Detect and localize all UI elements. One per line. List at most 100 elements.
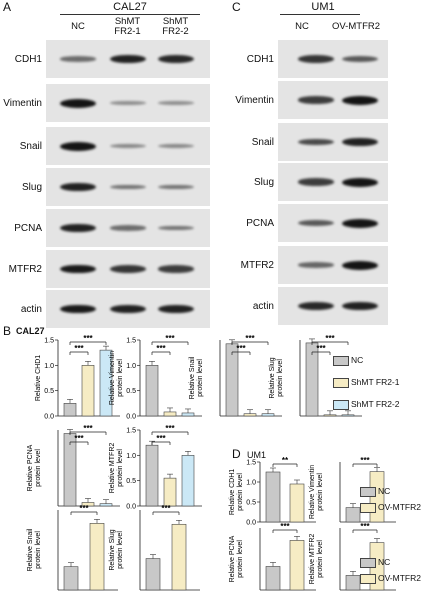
panel-a-band bbox=[110, 304, 146, 314]
chart-y-axis-label: protein level bbox=[277, 359, 284, 397]
chart-y-tick-label: 0.5 bbox=[126, 388, 136, 395]
panel-a-blot-strip bbox=[46, 250, 210, 288]
chart-y-axis-label: Relative Slug bbox=[109, 529, 116, 570]
panel-a-cell-line: CAL27 bbox=[113, 1, 147, 13]
chart-sig-label: ** bbox=[282, 456, 289, 465]
panel-a-row-label: MTFR2 bbox=[8, 264, 42, 275]
chart-y-axis-label: Relative MTFR2 bbox=[109, 443, 116, 494]
panel-a-blot-strip bbox=[46, 290, 210, 328]
panel-a-col-sh2: ShMT FR2-2 bbox=[162, 16, 189, 37]
chart-y-tick-label: 1.0 bbox=[246, 480, 256, 487]
chart-y-axis-label: Relative Snail bbox=[189, 356, 196, 399]
chart-y-axis-label: protein level bbox=[117, 449, 124, 487]
panel-a-band bbox=[60, 304, 96, 314]
chart-y-tick-label: 1.5 bbox=[246, 460, 256, 467]
panel-c-title-rule bbox=[280, 14, 360, 15]
panel-c-band bbox=[342, 56, 378, 62]
panel-c-band bbox=[298, 178, 334, 186]
panel-letter-d: D bbox=[232, 447, 241, 461]
panel-c-row-label: CDH1 bbox=[246, 54, 274, 65]
panel-c-row-label: Vimentin bbox=[235, 95, 274, 106]
legend-label: ShMT FR2-1 bbox=[351, 377, 400, 387]
panel-c-band bbox=[342, 137, 378, 147]
panel-a-band bbox=[60, 141, 96, 151]
legend-swatch bbox=[360, 558, 376, 568]
chart-y-tick-label: 1.5 bbox=[44, 338, 54, 345]
chart-y-axis-label: Relative CHD1 bbox=[35, 355, 42, 401]
panel-a-row-label: Vimentin bbox=[3, 98, 42, 109]
panel-c-band bbox=[342, 177, 378, 187]
panel-c-band bbox=[298, 301, 334, 311]
chart-y-tick-label: 0.0 bbox=[246, 520, 256, 527]
chart-bar bbox=[265, 566, 281, 591]
panel-a-band bbox=[158, 101, 194, 105]
panel-c-blot-strip bbox=[278, 246, 388, 284]
chart-sig-label: *** bbox=[280, 522, 290, 531]
panel-a-band bbox=[60, 182, 96, 192]
chart-bar bbox=[181, 455, 195, 507]
chart-y-tick-label: 1.0 bbox=[44, 363, 54, 370]
chart-y-axis-label: protein level bbox=[317, 473, 324, 511]
panel-c-row-label: PCNA bbox=[246, 218, 274, 229]
chart-sig-label: *** bbox=[165, 424, 175, 433]
panel-c-col-nc: NC bbox=[295, 21, 309, 32]
chart-bar bbox=[63, 566, 79, 591]
panel-letter-c: C bbox=[232, 0, 241, 14]
chart-bar bbox=[163, 477, 177, 507]
chart-bar bbox=[145, 365, 159, 417]
legend-label: ShMT FR2-2 bbox=[351, 399, 400, 409]
chart-y-tick-label: 0.5 bbox=[44, 388, 54, 395]
chart-bar bbox=[289, 483, 305, 523]
panel-a-blot-strip bbox=[46, 168, 210, 206]
legend-label: NC bbox=[378, 486, 391, 496]
chart-bar bbox=[341, 414, 355, 417]
legend-swatch bbox=[333, 400, 349, 410]
panel-a-col-sh1: ShMT FR2-1 bbox=[114, 16, 141, 37]
chart-sig-label: *** bbox=[245, 334, 255, 343]
panel-a-blot-strip bbox=[46, 40, 210, 78]
chart-y-axis-label: protein level bbox=[317, 540, 324, 578]
panel-c-band bbox=[342, 301, 378, 311]
panel-a-row-label: PCNA bbox=[14, 223, 42, 234]
chart-y-tick-label: 0.0 bbox=[44, 414, 54, 421]
chart-sig-label: *** bbox=[316, 344, 326, 353]
chart-bar bbox=[289, 540, 305, 591]
chart-bar bbox=[323, 414, 337, 417]
legend-label: OV-MTFR2 bbox=[378, 502, 421, 512]
chart-y-tick-label: 1.0 bbox=[126, 453, 136, 460]
panel-a-band bbox=[158, 144, 194, 148]
panel-c-band bbox=[342, 260, 378, 270]
chart-y-tick-label: 1.5 bbox=[126, 338, 136, 345]
panel-a-title-rule bbox=[60, 14, 200, 15]
panel-c-col-ov: OV-MTFR2 bbox=[331, 21, 381, 32]
panel-a-band bbox=[158, 54, 194, 64]
chart-y-axis-label: protein level bbox=[117, 531, 124, 569]
chart-y-axis-label: protein level bbox=[35, 531, 42, 569]
panel-c-blot-strip bbox=[278, 204, 388, 242]
chart-sig-label: *** bbox=[74, 434, 84, 443]
chart-y-tick-label: 0.5 bbox=[246, 500, 256, 507]
chart-y-axis-label: Relative Vimentin bbox=[309, 465, 316, 519]
panel-a-row-label: Snail bbox=[19, 141, 42, 152]
chart-sig-label: *** bbox=[325, 334, 335, 343]
chart-bar bbox=[145, 444, 159, 507]
panel-a-band bbox=[110, 265, 146, 273]
chart-y-axis-label: protein level bbox=[237, 540, 244, 578]
panel-a-band bbox=[158, 304, 194, 314]
chart-y-axis-label: Relative Snail bbox=[27, 528, 34, 571]
chart-bar bbox=[89, 523, 105, 591]
legend-swatch bbox=[360, 503, 376, 513]
panel-c-band bbox=[298, 220, 334, 226]
panel-a-band bbox=[158, 225, 194, 231]
panel-a-row-label: actin bbox=[20, 304, 42, 315]
chart-bar bbox=[145, 558, 161, 591]
panel-a-band bbox=[110, 225, 146, 231]
chart-sig-label: *** bbox=[74, 344, 84, 353]
panel-a-band bbox=[158, 184, 194, 190]
chart-y-tick-label: 1.0 bbox=[126, 363, 136, 370]
chart-sig-label: *** bbox=[156, 344, 166, 353]
chart-sig-label: *** bbox=[236, 344, 246, 353]
chart-y-tick-label: 0.0 bbox=[126, 414, 136, 421]
panel-c-row-label: Snail bbox=[251, 137, 274, 148]
chart-bar bbox=[265, 471, 281, 523]
